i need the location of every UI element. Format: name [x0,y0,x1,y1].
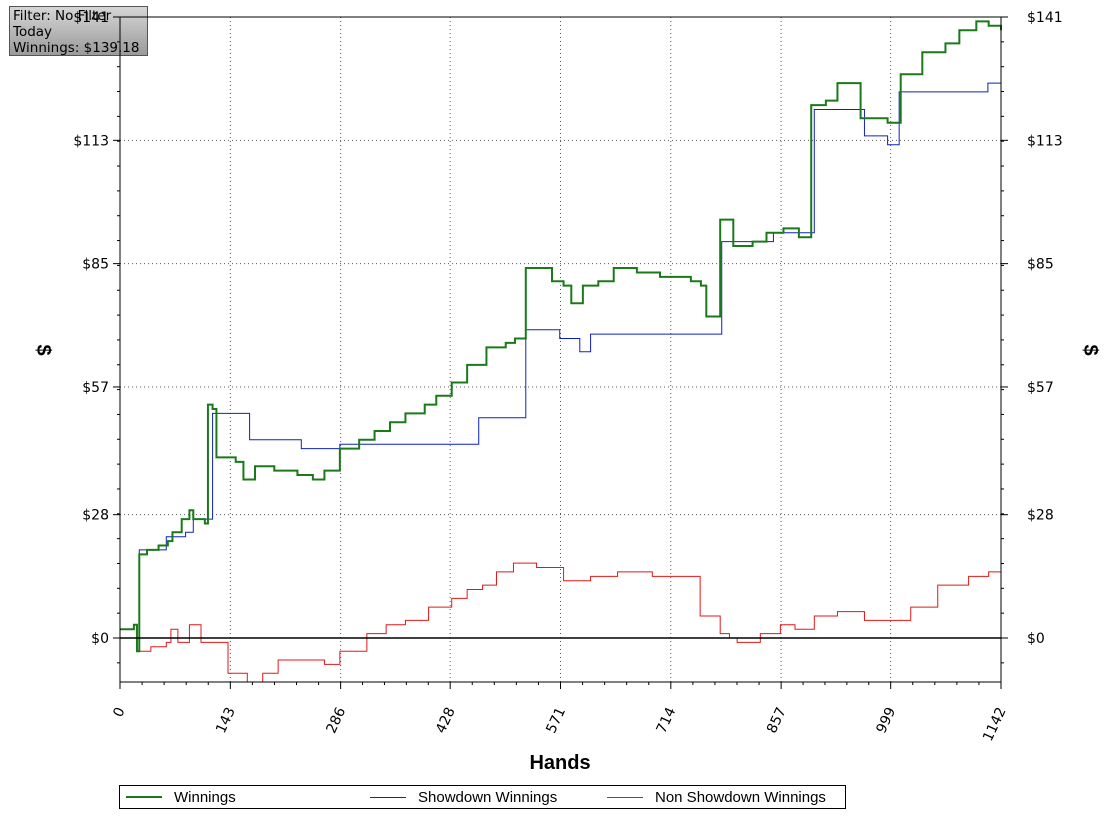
y-tick-label-left: $85 [82,257,109,273]
legend-item-winnings: Winnings [126,786,236,808]
y-tick-label-left: $28 [82,508,109,524]
y-tick-label-left: $113 [73,133,109,149]
winnings-total-label: Winnings: $139.18 [13,40,140,56]
series-line-showdown-winnings [120,82,1001,639]
y-axis-title-right: $ [1079,344,1101,355]
x-tick-label: 286 [323,705,349,736]
x-tick-label: 1142 [980,705,1010,744]
chart-legend: Winnings Showdown Winnings Non Showdown … [119,785,846,809]
series-lines [120,20,1002,683]
y-tick-label-right: $141 [1027,10,1063,26]
y-tick-label-left: $141 [73,10,109,26]
series-line-winnings [120,20,1002,653]
legend-swatch-non-showdown [607,796,643,798]
legend-swatch-showdown [370,796,406,798]
x-tick-label: 0 [110,705,128,720]
y-tick-label-right: $28 [1027,508,1054,524]
y-tick-label-left: $0 [91,631,109,647]
y-tick-label-right: $0 [1027,631,1045,647]
y-tick-label-left: $57 [82,380,109,396]
legend-swatch-winnings [126,796,162,798]
y-axis-title-left: $ [32,344,54,355]
y-tick-label-right: $113 [1027,133,1063,149]
period-label: Today [13,24,53,40]
legend-label-winnings: Winnings [174,788,236,806]
y-tick-label-right: $57 [1027,380,1054,396]
y-tick-label-right: $85 [1027,257,1054,273]
series-line-non-showdown-winnings [120,562,1002,683]
x-axis-title: Hands [529,752,590,774]
x-tick-label: 571 [543,705,569,736]
legend-item-non-showdown: Non Showdown Winnings [607,786,826,808]
filter-info-box: Filter: No Filter Today Winnings: $139.1… [9,6,148,56]
axes: 0 143 286 428 571 714 857 999 1142 $0 $0 $28 $28 $57 $… [73,10,1062,744]
x-tick-label: 999 [874,705,900,736]
x-tick-label: 714 [654,705,680,736]
filter-label: Filter: No Filter [13,8,112,24]
x-tick-label: 857 [764,705,790,736]
x-tick-label: 428 [433,705,459,736]
legend-label-non-showdown: Non Showdown Winnings [655,788,826,806]
legend-label-showdown: Showdown Winnings [418,788,558,806]
legend-item-showdown: Showdown Winnings [370,786,557,808]
gridlines [120,17,1001,682]
x-tick-label: 143 [213,705,239,736]
